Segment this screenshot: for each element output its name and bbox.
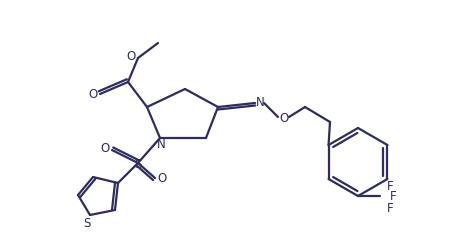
Text: O: O xyxy=(279,111,289,124)
Text: O: O xyxy=(100,143,109,156)
Text: F: F xyxy=(390,191,396,204)
Text: O: O xyxy=(158,172,167,185)
Text: N: N xyxy=(256,97,264,110)
Text: S: S xyxy=(134,158,142,171)
Text: F: F xyxy=(387,201,393,215)
Text: O: O xyxy=(126,50,136,63)
Text: S: S xyxy=(84,217,91,230)
Text: O: O xyxy=(89,87,98,100)
Text: N: N xyxy=(157,138,165,151)
Text: F: F xyxy=(387,180,393,193)
